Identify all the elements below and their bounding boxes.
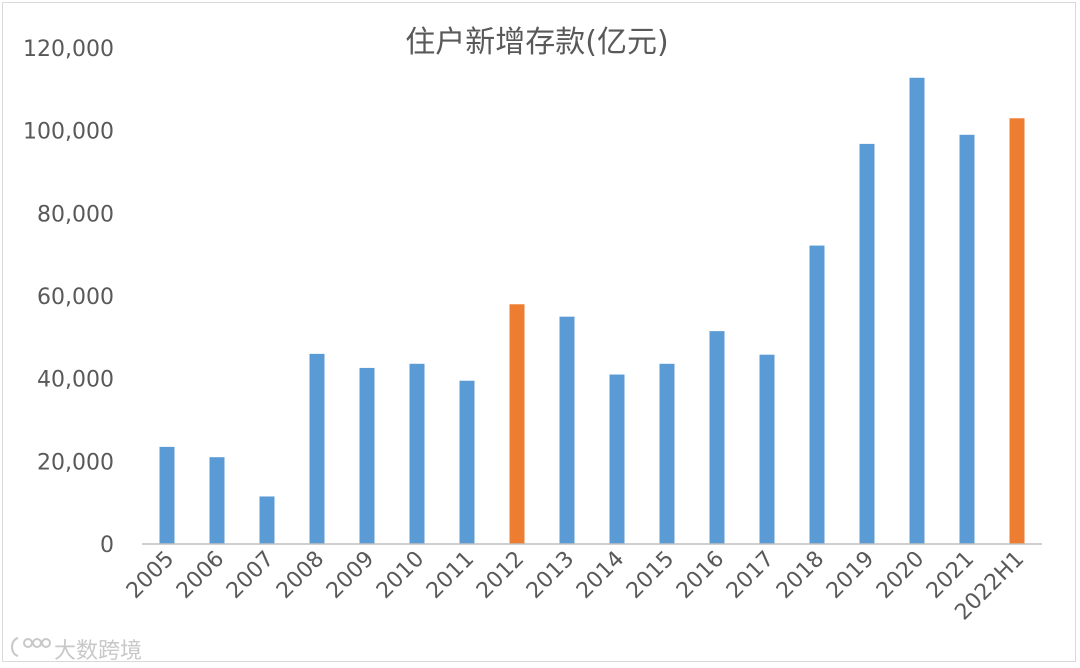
bar-2011	[459, 380, 475, 544]
x-tick-label: 2009	[322, 547, 379, 604]
y-tick-label: 80,000	[37, 202, 114, 227]
bar-2009	[359, 367, 375, 544]
x-tick-label: 2007	[222, 547, 279, 604]
x-tick-label: 2014	[572, 547, 629, 604]
y-tick-label: 20,000	[37, 450, 114, 475]
bar-2012	[509, 304, 525, 544]
x-tick-label: 2013	[522, 547, 579, 604]
watermark-text: 大数跨境	[54, 639, 142, 664]
bar-2013	[559, 316, 575, 544]
x-tick-label: 2019	[822, 547, 879, 604]
y-tick-label: 0	[100, 533, 114, 558]
chart-title: 住户新增存款(亿元)	[405, 25, 668, 60]
bar-2006	[209, 457, 225, 544]
x-tick-label: 2008	[272, 547, 329, 604]
watermark: 大数跨境	[11, 637, 142, 664]
logo-icon	[11, 637, 51, 657]
x-tick-label: 2011	[422, 547, 479, 604]
bar-2020	[909, 77, 925, 544]
y-tick-label: 60,000	[37, 285, 114, 310]
x-tick-label: 2017	[722, 547, 779, 604]
x-tick-label: 2015	[622, 547, 679, 604]
bar-2022H1	[1009, 118, 1025, 545]
bar-2021	[959, 134, 975, 545]
x-tick-label: 2005	[122, 547, 179, 604]
x-tick-label: 2006	[172, 547, 229, 604]
bars	[159, 77, 1025, 545]
bar-2015	[659, 363, 675, 544]
x-tick-label: 2018	[772, 547, 829, 604]
y-tick-label: 120,000	[23, 37, 114, 62]
y-tick-label: 40,000	[37, 368, 114, 393]
bar-2017	[759, 354, 775, 544]
y-axis: 0 20,000 40,000 60,000 80,000 100,000 120,000	[23, 37, 114, 558]
x-tick-label: 2012	[472, 547, 529, 604]
x-axis: 2005200620072008200920102011201220132014…	[122, 547, 1029, 626]
y-tick-label: 100,000	[23, 120, 114, 145]
bar-2010	[409, 363, 425, 544]
bar-2019	[859, 143, 875, 545]
bar-2007	[259, 496, 275, 544]
x-tick-label: 2016	[672, 547, 729, 604]
bar-2018	[809, 245, 825, 544]
bar-2014	[609, 374, 625, 544]
x-tick-label: 2010	[372, 547, 429, 604]
bar-2005	[159, 446, 175, 544]
x-tick-label: 2020	[872, 547, 929, 604]
bar-2008	[309, 353, 325, 544]
bar-2016	[709, 331, 725, 544]
